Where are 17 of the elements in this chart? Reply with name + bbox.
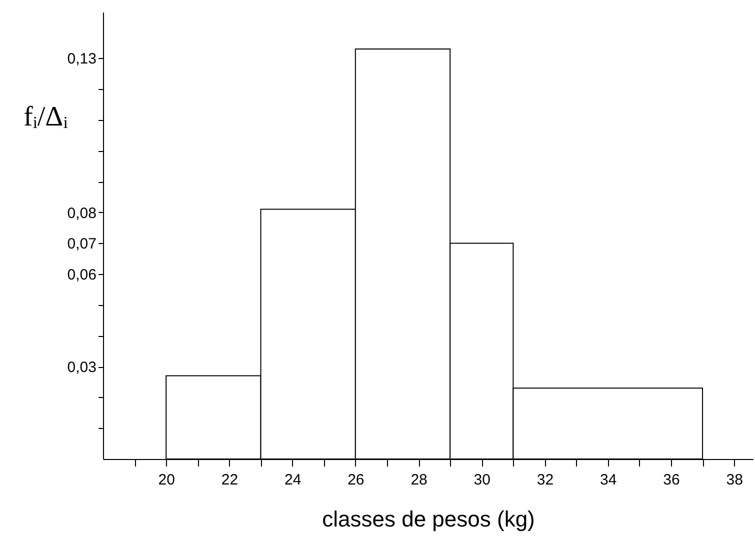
x-tick-label: 30 [474,472,490,488]
x-tick-label: 32 [536,472,554,488]
x-tick-label: 34 [600,472,617,488]
x-tick-label: 24 [284,472,302,488]
x-tick-label: 36 [663,472,680,488]
y-tick-label: 0,13 [67,50,96,68]
x-tick-label: 22 [221,472,238,488]
y-tick-label: 0,03 [67,359,96,376]
x-tick-label: 38 [726,472,743,488]
y-axis-title: fᵢ/Δᵢ [24,102,68,132]
y-tick-label: 0,06 [67,266,96,284]
y-tick-label: 0,08 [67,204,96,222]
x-tick-label: 20 [158,472,175,488]
y-tick-label: 0,07 [67,236,96,253]
x-tick-label: 26 [348,472,364,488]
x-tick-label: 28 [410,472,428,488]
x-axis-title: classes de pesos (kg) [322,506,535,532]
